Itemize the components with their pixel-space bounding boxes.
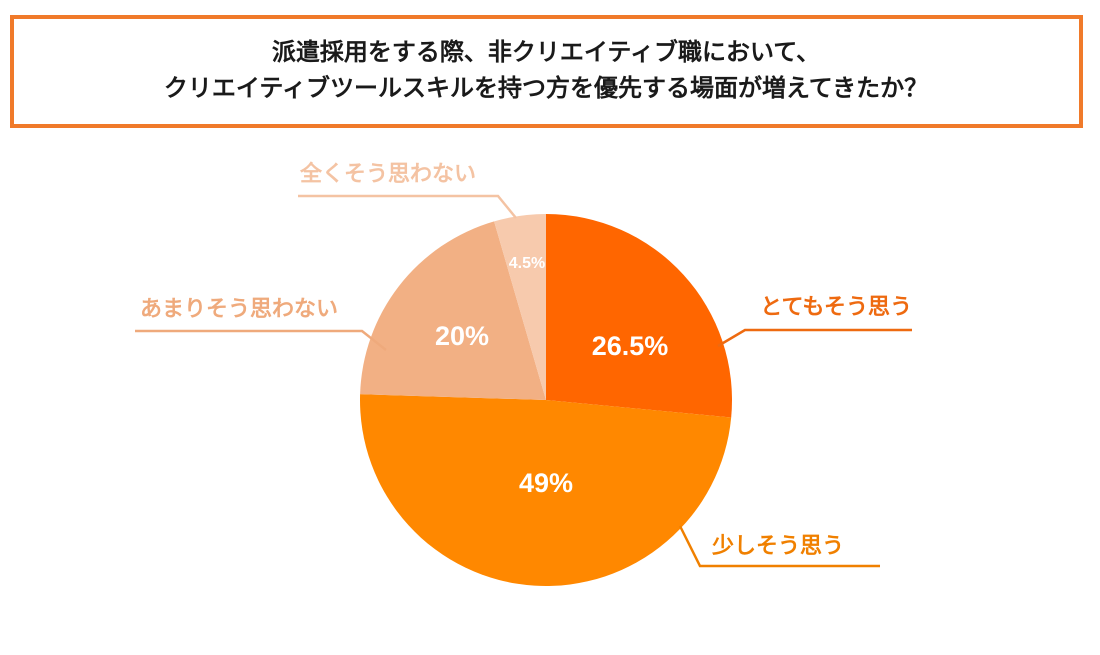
- category-label: あまりそう思わない: [140, 297, 338, 322]
- value-label: 26.5%: [592, 331, 669, 361]
- pie-slice: [360, 221, 546, 400]
- pie-slice: [494, 214, 546, 400]
- chart-title: 派遣採用をする際、非クリエイティブ職において、: [272, 38, 820, 66]
- leader-line: [717, 328, 912, 348]
- leader-line: [298, 194, 517, 219]
- category-label: 少しそう思う: [711, 534, 844, 559]
- pie-slice: [360, 394, 732, 587]
- chart-title: クリエイティブツールスキルを持つ方を優先する場面が増えてきたか？: [164, 74, 928, 102]
- category-label: 全くそう思わない: [299, 161, 476, 187]
- category-label: とてもそう思う: [760, 295, 912, 320]
- value-label: 20%: [435, 321, 489, 351]
- leader-line: [135, 329, 387, 351]
- value-label: 49%: [519, 468, 573, 498]
- pie-slice: [546, 214, 732, 418]
- title-box: [10, 15, 1083, 128]
- value-label: 4.5%: [509, 255, 545, 272]
- leader-line: [678, 525, 880, 568]
